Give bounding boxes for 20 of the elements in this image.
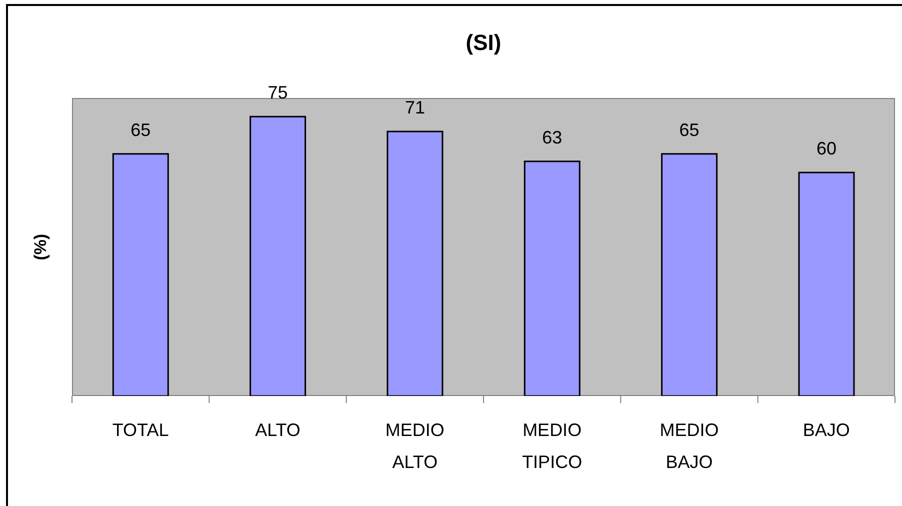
bar <box>112 153 169 396</box>
x-tick-label: MEDIO BAJO <box>660 420 719 472</box>
bar <box>524 160 580 396</box>
x-tick-label: TOTAL <box>112 420 169 440</box>
data-label: 65 <box>130 120 151 140</box>
y-axis-title: (%) <box>31 234 50 260</box>
x-tick-label: MEDIO ALTO <box>385 420 444 472</box>
chart-title: (SI) <box>464 30 502 56</box>
data-label: 60 <box>816 138 836 158</box>
data-label: 65 <box>679 120 700 140</box>
x-tick-label: MEDIO TIPICO <box>522 420 582 472</box>
data-label: 71 <box>404 98 425 118</box>
data-label: 75 <box>268 82 288 103</box>
x-tick-label: BAJO <box>802 420 850 440</box>
x-tick-label: ALTO <box>255 420 300 440</box>
bar <box>798 172 855 396</box>
bar <box>661 153 718 396</box>
bar <box>386 130 444 396</box>
bar <box>250 116 306 396</box>
data-label: 63 <box>542 127 562 148</box>
